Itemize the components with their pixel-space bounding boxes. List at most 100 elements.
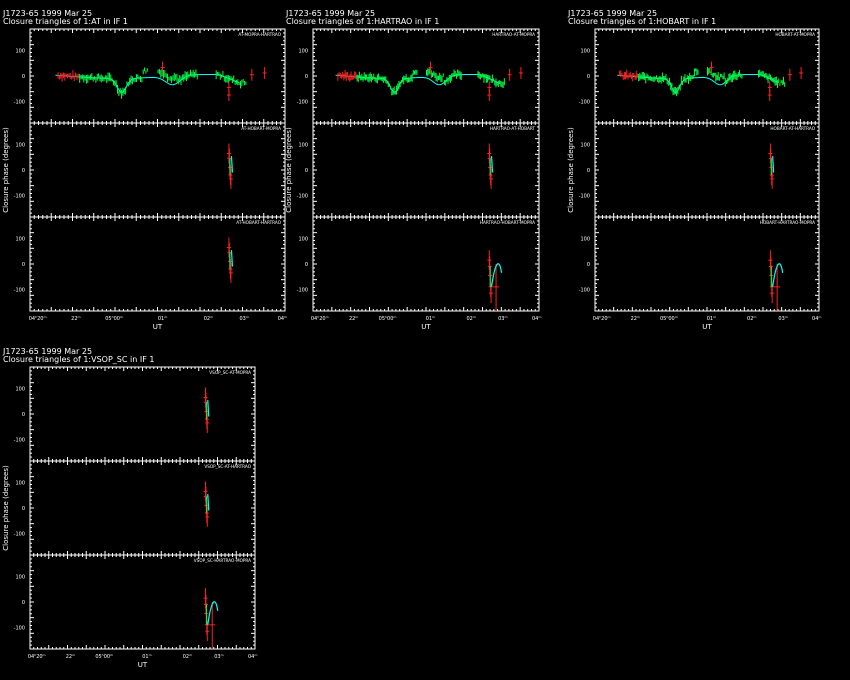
- x-tick-label: 22ᵐ: [71, 316, 80, 322]
- y-tick-label: 0: [587, 74, 590, 80]
- model-curve: [335, 74, 499, 94]
- panel-ticks: [595, 217, 819, 311]
- x-tick-label: 04ʰ20ᵐ: [29, 316, 47, 322]
- data-points: [768, 250, 781, 311]
- y-tick-label: 0: [587, 168, 590, 174]
- y-tick-label: 0: [22, 262, 25, 268]
- model-curve: [55, 74, 240, 94]
- panel-1: 100 0 -100 HARTRAO-AT-MOPRA: [297, 28, 540, 124]
- panel-frame: [29, 554, 256, 650]
- x-tick-label: 02ᵐ: [183, 654, 192, 660]
- x-tick-label: 04ᵐ: [248, 654, 257, 660]
- y-tick-label: -100: [14, 287, 25, 293]
- triangle-label: HARTRAO-HOBART-MOPRA: [480, 220, 535, 225]
- panel-frame: [29, 460, 256, 556]
- triangle-label: HARTRAO-AT-HOBART: [490, 126, 536, 131]
- triangle-label: VSOP_SC-HARTRAO-MOPRA: [194, 558, 251, 563]
- data-points: [619, 61, 804, 102]
- y-tick-label: -100: [579, 99, 590, 105]
- model-curve: [490, 263, 503, 287]
- data-points: [203, 387, 210, 433]
- y-tick-label: -100: [579, 193, 590, 199]
- y-tick-label: 0: [22, 168, 25, 174]
- x-tick-label: 22ᵐ: [631, 316, 640, 322]
- y-axis-label: Closure phase (degrees): [2, 465, 10, 551]
- panel-frame: [29, 366, 256, 462]
- model-curve: [617, 74, 779, 94]
- model-curve: [207, 494, 210, 511]
- panel-ticks: [30, 461, 255, 555]
- y-tick-label: -100: [14, 437, 25, 443]
- data-points: [487, 250, 500, 311]
- x-tick-label: 01ᵐ: [158, 316, 167, 322]
- data-points: [57, 61, 267, 102]
- data-points: [203, 588, 216, 649]
- x-tick-label: 05ʰ00ᵐ: [379, 316, 397, 322]
- x-axis-label: UT: [702, 323, 712, 331]
- x-tick-label: 02ᵐ: [204, 316, 213, 322]
- figure-title: J1723-65 1999 Mar 25: [285, 9, 375, 18]
- data-points: [203, 481, 210, 527]
- x-tick-label: 04ᵐ: [532, 316, 541, 322]
- y-tick-label: 0: [305, 168, 308, 174]
- y-tick-label: 100: [298, 49, 308, 55]
- panel-3: 100 0 -100 HOBART-HARTRAO-MOPRA: [579, 216, 820, 312]
- triangle-label: VSOP_SC-AT-HARTRAO: [204, 464, 251, 469]
- y-tick-label: 100: [580, 143, 590, 149]
- y-tick-label: 0: [22, 74, 25, 80]
- y-axis-label: Closure phase (degrees): [567, 127, 575, 213]
- x-tick-label: 01ᵐ: [707, 316, 716, 322]
- x-tick-label: 05ʰ00ᵐ: [105, 316, 123, 322]
- triangle-label: AT-MOPRA-HARTRAO: [238, 32, 281, 37]
- x-tick-label: 03ᵐ: [214, 654, 223, 660]
- panel-ticks: [30, 555, 255, 649]
- x-tick-label: 05ʰ00ᵐ: [95, 654, 113, 660]
- triangle-label: HOBART-HARTRAO-MOPRA: [760, 220, 815, 225]
- x-axis-label: UT: [421, 323, 431, 331]
- x-tick-label: 05ʰ00ᵐ: [660, 316, 678, 322]
- panel-1: 100 0 -100 AT-MOPRA-HARTRAO: [14, 28, 286, 124]
- y-axis-label: Closure phase (degrees): [2, 127, 10, 213]
- x-tick-label: 04ʰ20ᵐ: [28, 654, 46, 660]
- y-tick-label: -100: [14, 193, 25, 199]
- triangle-label: HARTRAO-AT-MOPRA: [492, 32, 535, 37]
- triangle-label: HOBART-AT-HARTRAO: [770, 126, 815, 131]
- y-tick-label: 100: [15, 143, 25, 149]
- y-tick-label: 100: [15, 49, 25, 55]
- y-tick-label: 100: [15, 387, 25, 393]
- y-tick-label: -100: [297, 193, 308, 199]
- x-tick-label: 01ᵐ: [426, 316, 435, 322]
- y-tick-label: 100: [15, 575, 25, 581]
- x-tick-label: 04ᵐ: [278, 316, 287, 322]
- panel-2: 100 0 -100 AT-HOBART-MOPRA: [14, 122, 286, 218]
- x-tick-label: 02ᵐ: [747, 316, 756, 322]
- panel-frame: [312, 122, 540, 218]
- y-tick-label: -100: [14, 99, 25, 105]
- y-tick-label: 0: [587, 262, 590, 268]
- y-axis-label: Closure phase (degrees): [285, 127, 293, 213]
- panel-ticks: [313, 123, 539, 217]
- y-tick-label: 100: [580, 237, 590, 243]
- panel-ticks: [30, 123, 285, 217]
- y-tick-label: 100: [298, 237, 308, 243]
- panel-ticks: [595, 123, 819, 217]
- figure-subtitle: Closure triangles of 1:VSOP_SC in IF 1: [3, 355, 154, 364]
- x-tick-label: 03ᵐ: [778, 316, 787, 322]
- model-curve: [772, 156, 775, 173]
- model-curve: [230, 156, 234, 173]
- data-points: [768, 143, 775, 189]
- panel-1: 100 0 -100 HOBART-AT-MOPRA: [579, 28, 820, 124]
- x-tick-label: 22ᵐ: [349, 316, 358, 322]
- x-tick-label: 02ᵐ: [466, 316, 475, 322]
- data-points: [226, 143, 233, 189]
- panel-3: 100 0 -100 HARTRAO-HOBART-MOPRA: [297, 216, 540, 312]
- y-tick-label: 0: [305, 74, 308, 80]
- y-tick-label: 0: [22, 506, 25, 512]
- panel-frame: [29, 122, 286, 218]
- triangle-label: AT-HOBART-HARTRAO: [236, 220, 281, 225]
- data-points: [487, 143, 494, 189]
- y-tick-label: 0: [22, 600, 25, 606]
